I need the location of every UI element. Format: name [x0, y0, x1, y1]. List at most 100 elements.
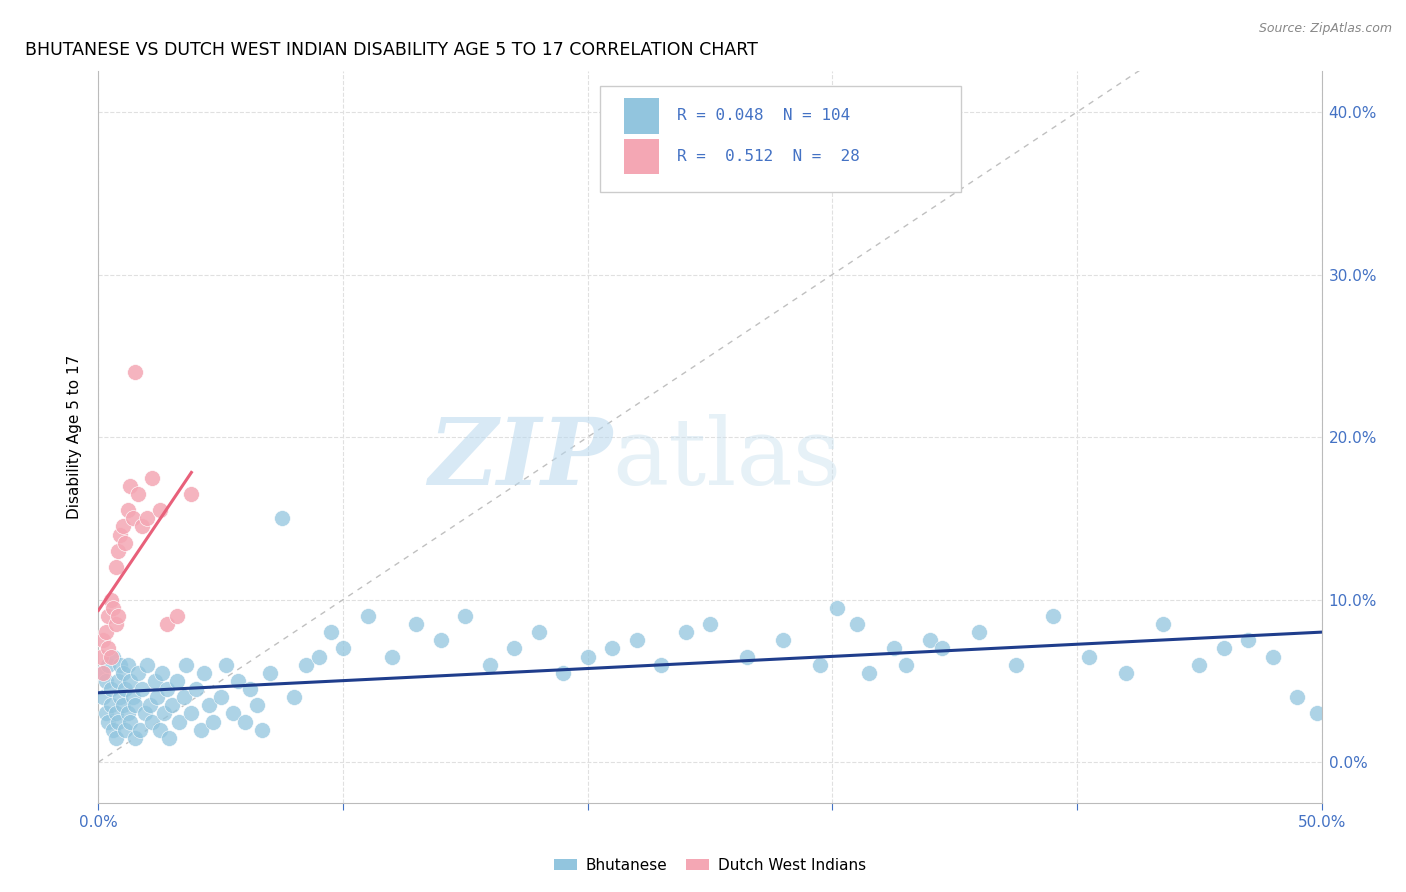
Point: [845, 617, 868, 632]
Point: [808, 657, 831, 672]
Point: [478, 657, 501, 672]
Point: [114, 723, 136, 737]
Point: [90, 665, 112, 680]
Point: [825, 600, 848, 615]
Point: [114, 681, 136, 696]
Point: [430, 633, 453, 648]
Text: BHUTANESE VS DUTCH WEST INDIAN DISABILITY AGE 5 TO 17 CORRELATION CHART: BHUTANESE VS DUTCH WEST INDIAN DISABILIT…: [25, 41, 758, 59]
Point: [94, 706, 117, 721]
Point: [166, 608, 188, 623]
Point: [101, 600, 124, 615]
Point: [104, 731, 127, 745]
Point: [121, 511, 143, 525]
Point: [111, 665, 134, 680]
Legend: Bhutanese, Dutch West Indians: Bhutanese, Dutch West Indians: [548, 852, 872, 880]
Point: [150, 665, 173, 680]
Point: [894, 657, 917, 672]
Point: [454, 608, 477, 623]
Point: [136, 511, 159, 525]
Point: [180, 706, 202, 721]
Point: [97, 641, 120, 656]
Point: [111, 698, 134, 713]
Point: [214, 657, 236, 672]
Point: [381, 649, 404, 664]
Point: [699, 617, 721, 632]
Point: [101, 649, 124, 664]
Point: [120, 673, 142, 688]
Point: [100, 681, 122, 696]
Point: [202, 714, 225, 729]
Point: [107, 673, 129, 688]
Point: [209, 690, 232, 705]
Point: [553, 665, 575, 680]
Point: [675, 625, 697, 640]
Point: [405, 617, 427, 632]
Point: [110, 690, 132, 705]
Point: [107, 608, 129, 623]
Point: [239, 681, 262, 696]
Point: [167, 714, 190, 729]
Point: [233, 714, 256, 729]
Point: [600, 641, 623, 656]
Point: [107, 714, 129, 729]
Point: [146, 690, 169, 705]
Point: [226, 673, 249, 688]
Point: [246, 698, 269, 713]
Point: [858, 665, 880, 680]
Point: [143, 673, 166, 688]
Point: [91, 665, 114, 680]
Point: [931, 641, 953, 656]
Point: [127, 487, 149, 501]
Point: [97, 714, 120, 729]
Point: [104, 706, 127, 721]
Point: [883, 641, 905, 656]
Point: [100, 698, 122, 713]
Point: [149, 503, 172, 517]
Point: [121, 690, 143, 705]
Point: [1237, 633, 1260, 648]
Point: [110, 527, 132, 541]
Point: [110, 657, 132, 672]
Point: [157, 731, 180, 745]
Point: [1152, 617, 1174, 632]
Point: [104, 617, 127, 632]
Point: [134, 706, 156, 721]
Text: R = 0.048  N = 104: R = 0.048 N = 104: [678, 109, 851, 123]
Point: [129, 723, 152, 737]
Point: [1306, 706, 1329, 721]
Point: [120, 479, 142, 493]
Point: [104, 560, 127, 574]
Point: [124, 365, 146, 379]
Point: [1004, 657, 1026, 672]
Text: Source: ZipAtlas.com: Source: ZipAtlas.com: [1258, 22, 1392, 36]
Point: [117, 503, 139, 517]
Point: [527, 625, 550, 640]
Point: [120, 714, 142, 729]
Point: [193, 665, 215, 680]
Point: [319, 625, 342, 640]
Point: [139, 698, 162, 713]
Point: [626, 633, 648, 648]
Y-axis label: Disability Age 5 to 17: Disability Age 5 to 17: [67, 355, 83, 519]
Point: [94, 625, 117, 640]
Point: [1078, 649, 1101, 664]
Point: [101, 723, 124, 737]
Point: [131, 519, 153, 533]
Point: [1188, 657, 1211, 672]
Point: [332, 641, 354, 656]
Point: [153, 706, 176, 721]
Point: [136, 657, 159, 672]
Point: [180, 487, 202, 501]
Point: [97, 608, 120, 623]
Point: [90, 649, 112, 664]
Point: [650, 657, 672, 672]
Point: [131, 681, 153, 696]
Point: [166, 673, 188, 688]
Point: [141, 471, 163, 485]
Point: [259, 665, 281, 680]
Text: R =  0.512  N =  28: R = 0.512 N = 28: [678, 149, 860, 164]
Text: ZIP: ZIP: [427, 414, 612, 504]
Point: [1261, 649, 1284, 664]
FancyBboxPatch shape: [624, 98, 658, 134]
Text: atlas: atlas: [612, 414, 841, 504]
